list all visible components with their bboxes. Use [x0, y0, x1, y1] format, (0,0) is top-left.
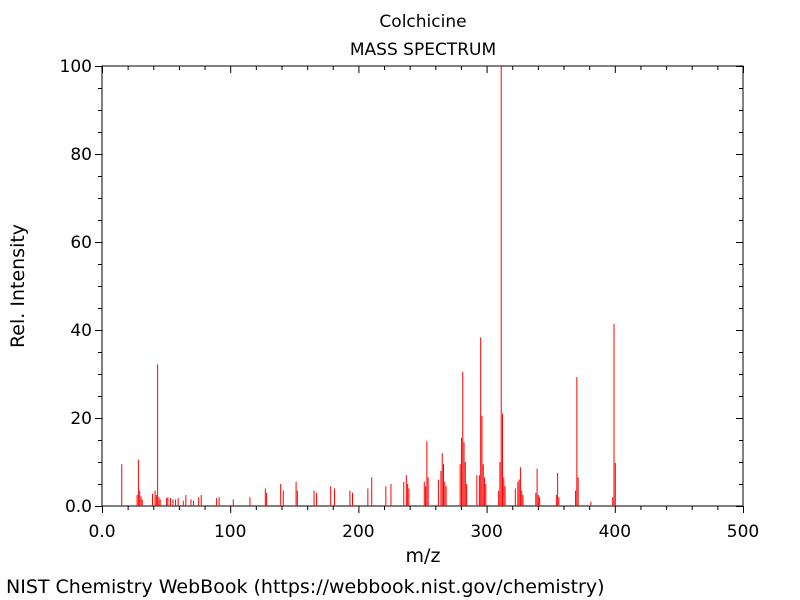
y-axis-ticks: 0.0 20 40 60 80 100	[60, 57, 743, 517]
chart-subtitle: MASS SPECTRUM	[350, 40, 496, 60]
y-tick-label: 40	[70, 321, 92, 341]
x-tick-label: 500	[727, 522, 759, 542]
y-axis-label: Rel. Intensity	[7, 224, 29, 348]
x-tick-label: 400	[599, 522, 631, 542]
x-axis-label: m/z	[406, 545, 441, 567]
source-credit: NIST Chemistry WebBook (https://webbook.…	[6, 576, 605, 598]
y-tick-label: 20	[70, 409, 92, 429]
y-tick-label: 80	[70, 145, 92, 165]
plot-frame	[101, 65, 744, 507]
peak-bars	[121, 66, 616, 506]
x-tick-label: 200	[342, 522, 374, 542]
x-axis-ticks: 0.0 100 200 300 400 500	[88, 66, 759, 542]
x-tick-label: 0.0	[88, 522, 115, 542]
y-tick-label: 60	[70, 233, 92, 253]
chart-title: Colchicine	[379, 12, 466, 32]
x-tick-label: 300	[470, 522, 502, 542]
x-tick-label: 100	[214, 522, 246, 542]
y-tick-label: 100	[60, 57, 92, 77]
y-tick-label: 0.0	[65, 497, 92, 517]
